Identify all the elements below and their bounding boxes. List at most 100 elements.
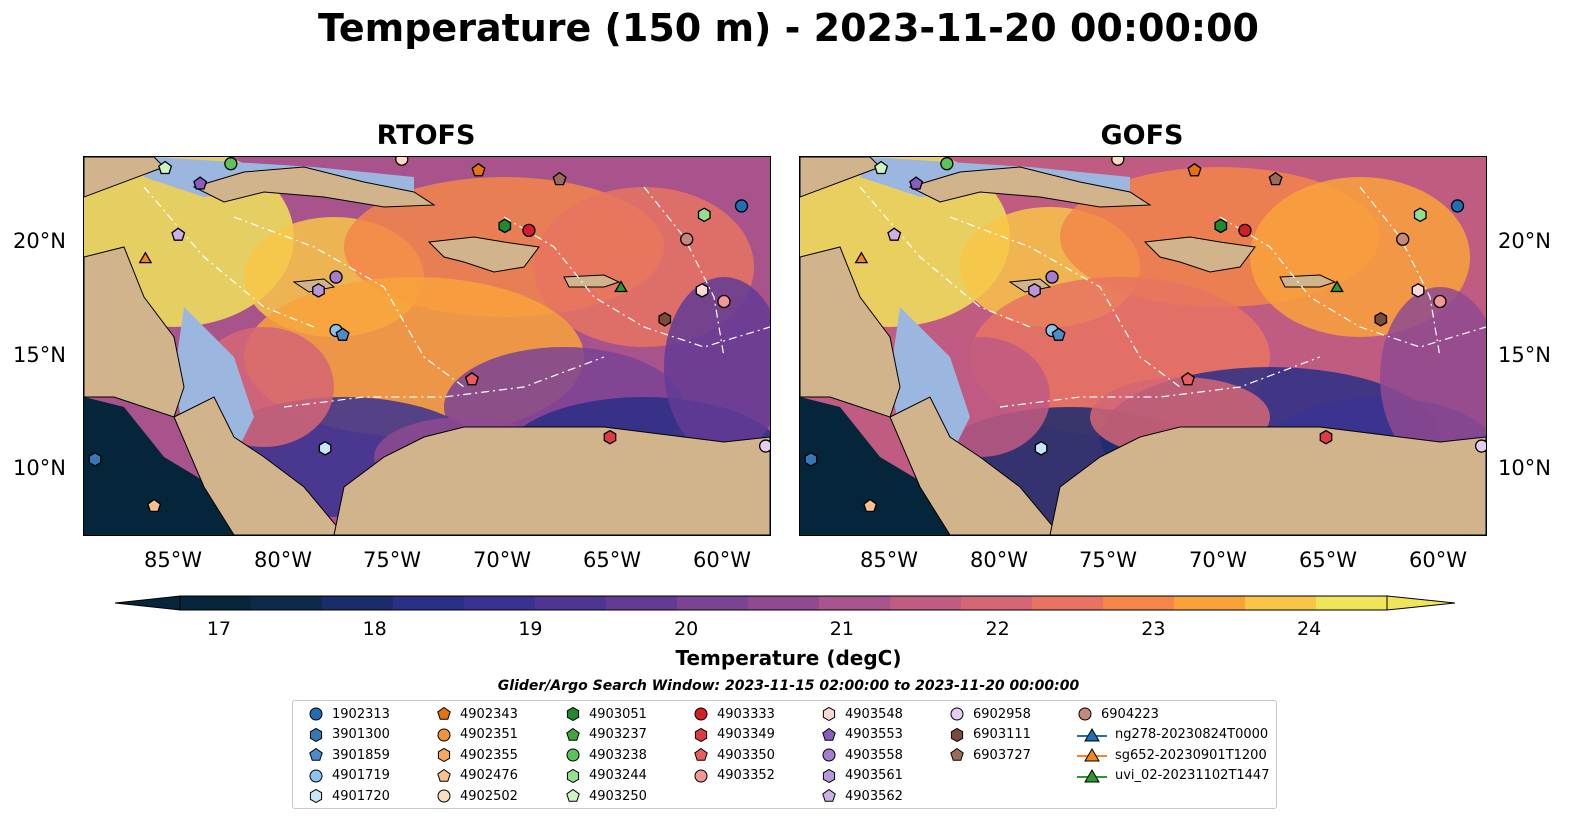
marker-4903349[interactable] [603,429,617,445]
marker-3901300[interactable] [804,452,818,467]
central-america-land [84,246,185,418]
marker-4902476[interactable] [147,498,162,513]
marker-3901300[interactable] [88,452,102,467]
marker-3901859[interactable] [1051,327,1066,341]
marker-4903562[interactable] [171,227,186,241]
pentagon-icon [694,747,708,761]
marker-4903238[interactable] [224,157,238,171]
colorbar-segment [1316,596,1388,610]
marker-4902343[interactable] [1187,162,1202,177]
colorbar-title: Temperature (degC) [675,646,902,670]
legend-box: 1902313 3901300 3901859 4901719 4901720 49023… [292,700,1277,809]
hexagon-icon [309,727,323,742]
panama-land [173,396,345,535]
colorbar-segment [464,596,536,610]
legend-item-4902476: 4902476 [436,767,518,785]
lat-label-15n: 15°N [13,343,66,367]
temp-patch [1380,287,1486,467]
marker-4903333[interactable] [522,223,536,238]
colorbar-segment [748,596,820,610]
lat-label-15n-right: 15°N [1498,343,1551,367]
marker-6902958[interactable] [758,439,770,453]
marker-4903553[interactable] [909,176,924,190]
marker-6904223[interactable] [1396,232,1410,246]
marker-4903561[interactable] [312,283,325,298]
marker-4903350[interactable] [464,371,479,386]
marker-4903558[interactable] [329,270,343,284]
legend-label: 4903238 [589,747,647,763]
map-rtofs[interactable] [83,156,771,536]
eez-boundary [859,186,1031,328]
marker-4903352[interactable] [717,294,731,309]
marker-4901720[interactable] [1034,440,1048,456]
marker-4902502[interactable] [1111,157,1125,166]
marker-4903548[interactable] [695,283,709,298]
marker-4901720[interactable] [318,440,332,456]
marker-uvi_02-20231102T1447[interactable] [1330,280,1344,293]
marker-4903562[interactable] [887,227,902,241]
legend-item-4903333: 4903333 [693,705,775,723]
pentagon-icon [309,747,323,761]
marker-4903558[interactable] [1045,270,1059,284]
map-gofs[interactable] [799,156,1487,536]
marker-4903350[interactable] [1180,371,1195,386]
marker-6903111[interactable] [658,311,672,327]
legend-item-4903352: 4903352 [693,767,775,785]
legend-item-4903349: 4903349 [693,726,775,744]
marker-4903352[interactable] [1433,294,1447,309]
circle-icon [1078,707,1092,721]
marker-uvi_02-20231102T1447[interactable] [614,280,628,293]
marker-sg652-20230901T1200[interactable] [138,251,153,264]
legend-label: 1902313 [332,706,390,722]
marker-4903244[interactable] [1413,207,1427,223]
legend-label: 4902351 [460,727,518,742]
colorbar-tick-17: 17 [206,618,232,640]
marker-4903244[interactable] [697,207,711,223]
marker-4902502[interactable] [395,157,409,166]
marker-6904223[interactable] [680,232,694,246]
marker-4903553[interactable] [193,176,208,190]
south-america-land [1049,426,1486,535]
legend-label: 3901300 [332,727,390,742]
marker-4903250[interactable] [158,160,173,175]
colorbar-segment [961,596,1033,610]
legend-label: 4902343 [460,706,518,722]
marker-sg652-20230901T1200[interactable] [854,251,869,264]
circle-icon [694,707,708,721]
lat-label-10n: 10°N [13,456,66,480]
marker-4903561[interactable] [1028,283,1041,298]
marker-1902313[interactable] [1450,199,1465,213]
legend-label: 4903562 [845,788,903,804]
legend-label: 4903553 [845,727,903,742]
lon-label-65w: 65°W [583,548,641,572]
marker-1902313[interactable] [734,199,749,213]
marker-4902476[interactable] [863,498,878,513]
legend-label: ng278-20230824T0000 [1115,727,1269,742]
legend-label: 3901859 [332,747,390,763]
marker-4903250[interactable] [874,160,889,175]
hispaniola-land [427,236,540,273]
marker-4902343[interactable] [471,162,486,177]
marker-6903727[interactable] [1268,171,1283,186]
colorbar-segment [535,596,607,610]
lon-label-70w-gofs: 70°W [1189,548,1247,572]
eez-boundary [1359,186,1441,358]
marker-4903548[interactable] [1411,283,1425,298]
circle-icon [566,748,580,762]
legend-item-4903237: 4903237 [565,726,647,744]
circle-icon [309,769,323,782]
map-gofs-canvas [800,157,1486,535]
marker-4903051[interactable] [1214,218,1228,234]
legend-item-4902355: 4902355 [436,746,518,764]
marker-4903238[interactable] [940,157,954,171]
marker-6903111[interactable] [1374,311,1388,327]
marker-4903051[interactable] [498,218,512,234]
colorbar-segment [890,596,962,610]
marker-6902958[interactable] [1474,439,1486,453]
legend-item-4901719: 4901719 [308,767,390,785]
marker-4903333[interactable] [1238,223,1252,238]
marker-6903727[interactable] [552,171,567,186]
legend-item-ng278-20230824T0000: ng278-20230824T0000 [1077,726,1268,744]
marker-3901859[interactable] [335,327,350,341]
marker-4903349[interactable] [1319,429,1333,445]
